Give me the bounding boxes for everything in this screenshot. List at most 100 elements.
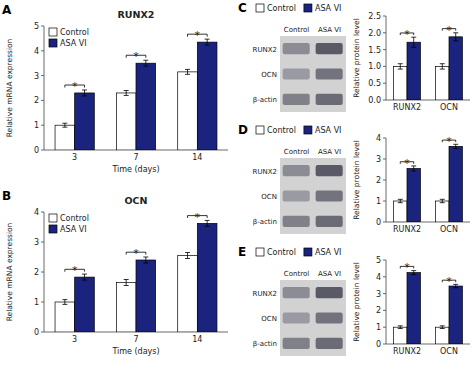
title: RUNX2 bbox=[118, 9, 155, 20]
bar bbox=[197, 223, 217, 332]
error-cap bbox=[124, 285, 129, 286]
significance-star: * bbox=[133, 50, 139, 63]
x-tick-label: OCN bbox=[440, 225, 458, 234]
significance-star: * bbox=[133, 247, 139, 260]
error-cap bbox=[411, 47, 416, 48]
bar bbox=[449, 286, 462, 344]
error-bar bbox=[453, 144, 458, 148]
error-bar bbox=[440, 199, 445, 202]
y-tick-label: 2.0 bbox=[368, 29, 381, 38]
error-cap bbox=[398, 325, 403, 326]
x-tick-label: RUNX2 bbox=[393, 225, 421, 234]
error-bar bbox=[143, 257, 148, 263]
error-cap bbox=[62, 127, 67, 128]
marks bbox=[394, 144, 463, 222]
bar bbox=[394, 66, 407, 100]
bar bbox=[55, 125, 75, 150]
y-tick-label: 2 bbox=[376, 176, 381, 185]
legend-swatch bbox=[256, 126, 264, 134]
x-tick-label: 7 bbox=[133, 153, 138, 162]
legend-swatch bbox=[304, 4, 312, 12]
x-tick-label: 14 bbox=[192, 335, 202, 344]
error-cap bbox=[143, 66, 148, 67]
error-cap bbox=[62, 299, 67, 300]
blot-band bbox=[316, 312, 343, 323]
y-tick bbox=[383, 201, 386, 202]
y-tick bbox=[383, 66, 386, 67]
y-label: Relative mRNA expression bbox=[5, 38, 14, 137]
y-tick-label: 2.5 bbox=[368, 12, 381, 21]
error-bar bbox=[398, 199, 403, 202]
error-line bbox=[413, 166, 414, 171]
error-cap bbox=[124, 279, 129, 280]
blot-column-label: ASA VI bbox=[318, 270, 341, 278]
error-cap bbox=[124, 95, 129, 96]
blot: RUNX2OCNβ-actinControlASA VI bbox=[253, 26, 346, 112]
error-cap bbox=[205, 39, 210, 40]
bar bbox=[407, 273, 420, 344]
blot-background bbox=[280, 36, 346, 112]
error-cap bbox=[62, 123, 67, 124]
blot-row-label: RUNX2 bbox=[253, 168, 277, 176]
blot-row-label: β-actin bbox=[253, 340, 277, 348]
blot-band bbox=[316, 43, 343, 54]
error-cap bbox=[453, 144, 458, 145]
bar bbox=[436, 201, 449, 222]
significance-star: * bbox=[404, 157, 410, 170]
y-tick bbox=[383, 16, 386, 17]
error-cap bbox=[440, 202, 445, 203]
y-tick bbox=[41, 50, 44, 51]
bar bbox=[116, 93, 136, 150]
y-label: Relative mRNA expression bbox=[5, 222, 14, 321]
y-tick bbox=[41, 26, 44, 27]
error-cap bbox=[453, 148, 458, 149]
error-line bbox=[455, 33, 456, 41]
error-bar bbox=[398, 64, 403, 69]
blot-row-label: RUNX2 bbox=[253, 290, 277, 298]
blot-background bbox=[280, 158, 346, 234]
error-cap bbox=[440, 63, 445, 64]
error-bar bbox=[185, 69, 190, 74]
y-tick-label: 0 bbox=[34, 146, 39, 155]
y-tick bbox=[383, 293, 386, 294]
bar bbox=[136, 63, 156, 150]
significance-star: * bbox=[72, 264, 78, 277]
bar-chart: 012345**RUNX2OCNRelative protein level bbox=[352, 256, 470, 356]
panel-label: E bbox=[238, 245, 246, 259]
panel-label: B bbox=[2, 189, 11, 203]
x-tick-label: RUNX2 bbox=[393, 347, 421, 356]
y-tick bbox=[383, 83, 386, 84]
y-tick-label: 1 bbox=[376, 197, 381, 206]
y-axis bbox=[44, 26, 45, 150]
legend-swatch bbox=[49, 28, 57, 36]
blot-row-label: β-actin bbox=[253, 218, 277, 226]
blot-band bbox=[316, 165, 343, 176]
y-tick bbox=[41, 302, 44, 303]
error-cap bbox=[440, 199, 445, 200]
blot: RUNX2OCNβ-actinControlASA VI bbox=[253, 148, 346, 234]
x-tick-label: 7 bbox=[133, 335, 138, 344]
legend-label: Control bbox=[267, 248, 296, 257]
legend: ControlASA VI bbox=[49, 28, 89, 48]
error-cap bbox=[205, 226, 210, 227]
error-line bbox=[187, 69, 188, 74]
error-bar bbox=[124, 90, 129, 95]
blot-column-label: ASA VI bbox=[318, 26, 341, 34]
bar bbox=[436, 66, 449, 100]
y-label: Relative protein level bbox=[352, 18, 361, 98]
y-tick bbox=[383, 49, 386, 50]
error-cap bbox=[398, 328, 403, 329]
bar bbox=[75, 277, 95, 332]
bar-chart: 012345***3714RUNX2Time (days)Relative mR… bbox=[5, 9, 228, 174]
blot-band bbox=[283, 43, 310, 54]
y-tick-label: 3 bbox=[34, 72, 39, 81]
error-bar bbox=[205, 39, 210, 45]
blot-row-label: OCN bbox=[261, 71, 277, 79]
blot-column-label: Control bbox=[284, 148, 309, 156]
significance-star: * bbox=[446, 275, 452, 288]
y-tick-label: 4 bbox=[34, 47, 39, 56]
significance-star: * bbox=[446, 24, 452, 37]
title: OCN bbox=[125, 195, 148, 206]
error-cap bbox=[398, 202, 403, 203]
error-bar bbox=[453, 33, 458, 41]
